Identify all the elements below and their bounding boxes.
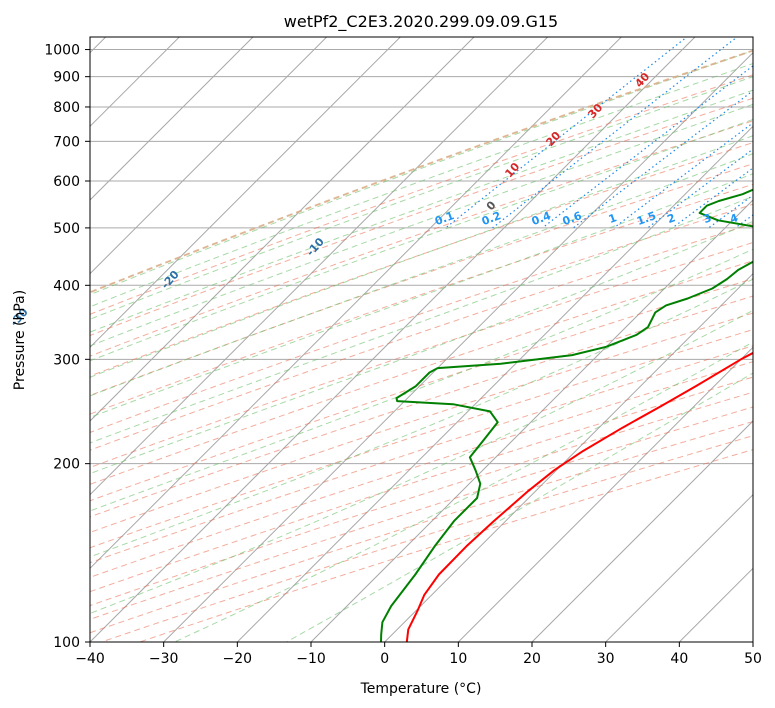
dry-adiabat-line [90, 391, 753, 607]
moist-adiabat-line [90, 89, 753, 333]
mixing-ratio-label: 2 [665, 211, 677, 226]
isotherm-line [236, 125, 753, 642]
dewpoint-profile-line [380, 188, 753, 642]
y-tick-label: 100 [53, 635, 80, 651]
moist-adiabat-line [90, 195, 753, 444]
x-tick-label: 20 [523, 651, 541, 667]
mixing-ratio-label: 0.1 [433, 209, 456, 228]
y-tick-label: 200 [53, 457, 80, 473]
isotherm-line [162, 51, 753, 642]
mixing-ratio-label: 4 [728, 211, 740, 226]
x-tick-label: 40 [670, 651, 688, 667]
isotherm-line [90, 37, 402, 349]
x-axis-label: Temperature (°C) [360, 681, 482, 697]
isotherm-line [531, 420, 753, 642]
moist-adiabat-line [90, 220, 753, 475]
x-tick-label: 50 [744, 651, 762, 667]
dry-adiabat-line [90, 97, 753, 337]
y-tick-label: 700 [53, 134, 80, 150]
dry-adiabat-line [90, 120, 753, 357]
y-axis-label: Pressure (hPa) [12, 290, 28, 390]
moist-adiabat-line [90, 153, 753, 397]
mixing-ratio-line [572, 89, 753, 229]
x-tick-label: −20 [223, 651, 253, 667]
mixing-ratio-label: 1.5 [635, 209, 658, 228]
temperature-profile-line [405, 351, 753, 642]
isotherm-line [383, 272, 753, 642]
x-tick-label: 0 [380, 651, 389, 667]
moist-adiabat-line [90, 118, 753, 362]
mixing-ratio-label: 0.2 [480, 209, 503, 228]
moist-adiabat-line [90, 248, 753, 512]
isotherm-line [90, 37, 328, 275]
isotherm-line [90, 37, 475, 422]
dry-adiabat-line [90, 142, 753, 377]
y-tick-label: 400 [53, 278, 80, 294]
dry-adiabat-line [90, 295, 753, 518]
isotherm-line [604, 493, 753, 642]
x-tick-label: 10 [449, 651, 467, 667]
y-tick-label: 1000 [44, 43, 80, 59]
moist-adiabat-line [90, 76, 753, 320]
mixing-ratio-label: 1 [607, 211, 619, 226]
plot-area [90, 37, 753, 642]
plot-frame [89, 36, 754, 643]
mixing-ratio-label: 0.4 [530, 209, 553, 228]
y-tick-label: 600 [53, 174, 80, 190]
x-tick-label: 30 [597, 651, 615, 667]
ice-reference-line [90, 49, 753, 294]
isotherm-line [457, 346, 753, 642]
dry-adiabat-line [90, 203, 753, 433]
dry-adiabat-line [90, 260, 753, 485]
dry-adiabat-line [90, 241, 753, 469]
mixing-ratio-line [647, 148, 753, 229]
x-tick-label: −40 [75, 651, 105, 667]
chart-title: wetPf2_C2E3.2020.299.09.09.G15 [284, 12, 558, 32]
mixing-ratio-label: 3 [702, 211, 714, 226]
moist-adiabat-line [90, 173, 753, 418]
dry-adiabat-line [90, 329, 753, 549]
isotherm-line [90, 37, 549, 496]
x-tick-label: −30 [149, 651, 179, 667]
y-tick-label: 300 [53, 352, 80, 368]
x-tick-label: −10 [296, 651, 326, 667]
moist-adiabat-line [90, 278, 753, 558]
isotherm-line [90, 37, 254, 201]
isotherm-line [310, 199, 753, 642]
dry-adiabat-line [90, 361, 753, 578]
y-tick-label: 500 [53, 221, 80, 237]
y-tick-label: 800 [53, 100, 80, 116]
axes: −40 −30 −20 −10 0 10 20 30 40 50 100 200 300 400 500 60… [44, 43, 762, 667]
mixing-ratio-label: 0.6 [561, 209, 584, 228]
y-tick-label: 900 [53, 70, 80, 86]
